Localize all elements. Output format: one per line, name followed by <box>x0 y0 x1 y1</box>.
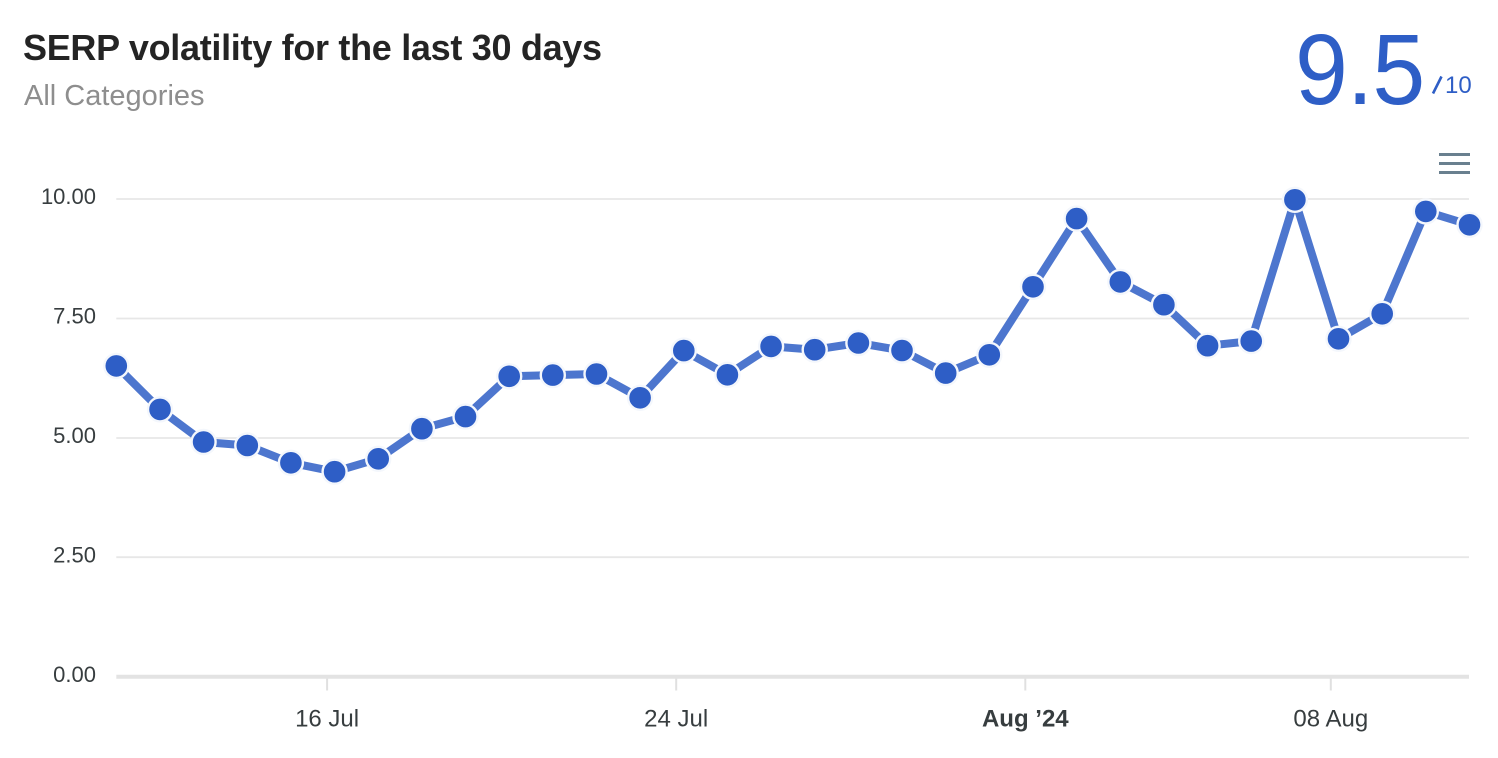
svg-text:7.50: 7.50 <box>53 304 96 329</box>
svg-text:08 Aug: 08 Aug <box>1293 706 1368 733</box>
svg-text:0.00: 0.00 <box>53 662 96 687</box>
svg-text:Aug ’24: Aug ’24 <box>982 706 1069 733</box>
svg-text:16 Jul: 16 Jul <box>295 706 359 733</box>
svg-text:10.00: 10.00 <box>41 184 96 209</box>
svg-text:10: 10 <box>1445 72 1472 99</box>
svg-text:24 Jul: 24 Jul <box>644 706 708 733</box>
svg-text:5.00: 5.00 <box>53 423 96 448</box>
svg-text:2.50: 2.50 <box>53 542 96 567</box>
